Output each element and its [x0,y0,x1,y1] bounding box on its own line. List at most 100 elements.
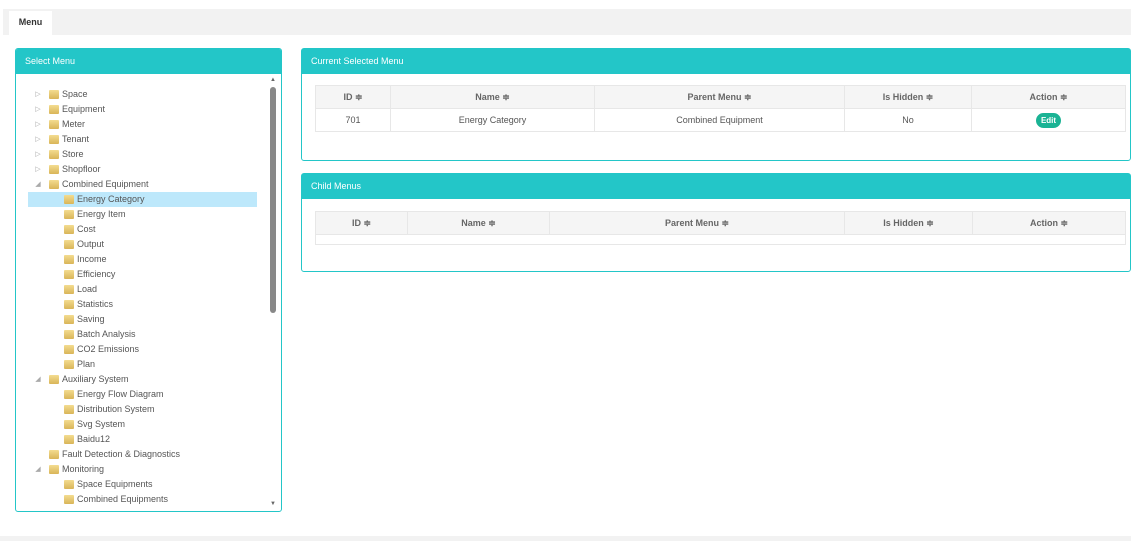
scroll-up-icon[interactable]: ▲ [270,77,276,83]
panel-title: Select Menu [16,49,281,74]
folder-icon [64,270,74,279]
panel-title: Child Menus [302,174,1130,199]
expanded-arrow-icon[interactable]: ◢ [35,466,41,473]
select-menu-panel: Select Menu ▷ Space ▷ Equipment ▷ Meter ▷ Tenan… [15,48,282,512]
col-parent-menu[interactable]: Parent Menu ≑ [549,211,845,235]
tab-menu[interactable]: Menu [9,11,52,35]
folder-icon [49,135,59,144]
tree-item[interactable]: CO2 Emissions [16,342,271,357]
table-header: ID ≑ Name ≑ Parent Menu ≑ Is Hidden ≑ Ac… [315,211,1126,235]
collapsed-arrow-icon[interactable]: ▷ [35,136,41,143]
menu-tree: ▷ Space ▷ Equipment ▷ Meter ▷ Tenant ▷ Store ▷ Shop… [16,87,271,507]
col-is-hidden[interactable]: Is Hidden ≑ [844,211,973,235]
tree-item-label: Load [77,284,98,294]
tree-item-label: Combined Equipments [77,494,169,504]
tree-item-label: Space [62,89,88,99]
scroll-down-icon[interactable]: ▼ [270,501,276,507]
collapsed-arrow-icon[interactable]: ▷ [35,166,41,173]
tree-item[interactable]: Svg System [16,417,271,432]
tree-item[interactable]: Efficiency [16,267,271,282]
tree-item-label: Auxiliary System [62,374,129,384]
folder-icon [64,285,74,294]
tree-item[interactable]: Saving [16,312,271,327]
col-name[interactable]: Name ≑ [390,85,595,109]
expanded-arrow-icon[interactable]: ◢ [35,376,41,383]
tree-item[interactable]: ◢ Auxiliary System [16,372,271,387]
folder-icon [49,150,59,159]
tree-item[interactable]: Energy Category [28,192,257,207]
tree-item-label: Svg System [77,419,126,429]
folder-icon [64,420,74,429]
collapsed-arrow-icon[interactable]: ▷ [35,106,41,113]
tree-item[interactable]: ▷ Equipment [16,102,271,117]
tree-item[interactable]: Plan [16,357,271,372]
tab-bar: Menu [3,9,1131,35]
tree-item[interactable]: ▷ Space [16,87,271,102]
col-is-hidden[interactable]: Is Hidden ≑ [844,85,972,109]
tree-item[interactable]: ▷ Store [16,147,271,162]
scrollbar[interactable]: ▲ ▼ [270,77,277,509]
tree-item[interactable]: Output [16,237,271,252]
collapsed-arrow-icon[interactable]: ▷ [35,121,41,128]
tree-item-label: Efficiency [77,269,116,279]
edit-button[interactable]: Edit [1035,112,1062,128]
folder-icon [49,375,59,384]
tree-item-label: Tenant [62,134,90,144]
folder-icon [49,180,59,189]
tree-item-label: CO2 Emissions [77,344,140,354]
tree-item[interactable]: ▷ Shopfloor [16,162,271,177]
tree-item-label: Saving [77,314,105,324]
current-menu-table: ID ≑ Name ≑ Parent Menu ≑ Is Hidden ≑ Ac… [315,85,1126,132]
cell-action: Edit [971,108,1126,132]
tree-item[interactable]: Statistics [16,297,271,312]
col-parent-menu[interactable]: Parent Menu ≑ [594,85,845,109]
tree-item-label: Fault Detection & Diagnostics [62,449,181,459]
folder-icon [64,405,74,414]
cell-hidden: No [844,108,972,132]
scrollbar-thumb[interactable] [270,87,276,313]
folder-icon [64,495,74,504]
tree-item[interactable]: Cost [16,222,271,237]
tree-item[interactable]: Income [16,252,271,267]
tree-item[interactable]: Batch Analysis [16,327,271,342]
tree-item[interactable]: Fault Detection & Diagnostics [16,447,271,462]
collapsed-arrow-icon[interactable]: ▷ [35,91,41,98]
expanded-arrow-icon[interactable]: ◢ [35,181,41,188]
table-row: 701 Energy Category Combined Equipment N… [315,108,1126,132]
tree-item[interactable]: Baidu12 [16,432,271,447]
cell-id: 701 [315,108,391,132]
tree-item[interactable]: Distribution System [16,402,271,417]
tree-item[interactable]: Load [16,282,271,297]
folder-icon [64,210,74,219]
tree-item[interactable]: ◢ Combined Equipment [16,177,271,192]
folder-icon [64,480,74,489]
col-action[interactable]: Action ≑ [972,211,1126,235]
tree-item-label: Store [62,149,84,159]
child-menus-panel: Child Menus ID ≑ Name ≑ Parent Menu ≑ Is… [301,173,1131,272]
tree-item[interactable]: Energy Flow Diagram [16,387,271,402]
folder-icon [64,345,74,354]
folder-icon [49,165,59,174]
col-action[interactable]: Action ≑ [971,85,1126,109]
folder-icon [64,240,74,249]
folder-icon [64,315,74,324]
tree-item[interactable]: Combined Equipments [16,492,271,507]
col-id[interactable]: ID ≑ [315,85,391,109]
cell-name: Energy Category [390,108,595,132]
tree-item-label: Baidu12 [77,434,111,444]
folder-icon [49,105,59,114]
tree-item[interactable]: ▷ Meter [16,117,271,132]
tree-item[interactable]: Space Equipments [16,477,271,492]
child-menus-table: ID ≑ Name ≑ Parent Menu ≑ Is Hidden ≑ Ac… [315,211,1126,245]
tree-item-label: Energy Flow Diagram [77,389,164,399]
tree-item-label: Cost [77,224,96,234]
tree-item[interactable]: Energy Item [16,207,271,222]
cell-parent: Combined Equipment [594,108,845,132]
tree-item[interactable]: ◢ Monitoring [16,462,271,477]
tree-item[interactable]: ▷ Tenant [16,132,271,147]
col-name[interactable]: Name ≑ [407,211,550,235]
empty-row [315,234,1126,245]
tree-item-label: Space Equipments [77,479,153,489]
col-id[interactable]: ID ≑ [315,211,408,235]
collapsed-arrow-icon[interactable]: ▷ [35,151,41,158]
